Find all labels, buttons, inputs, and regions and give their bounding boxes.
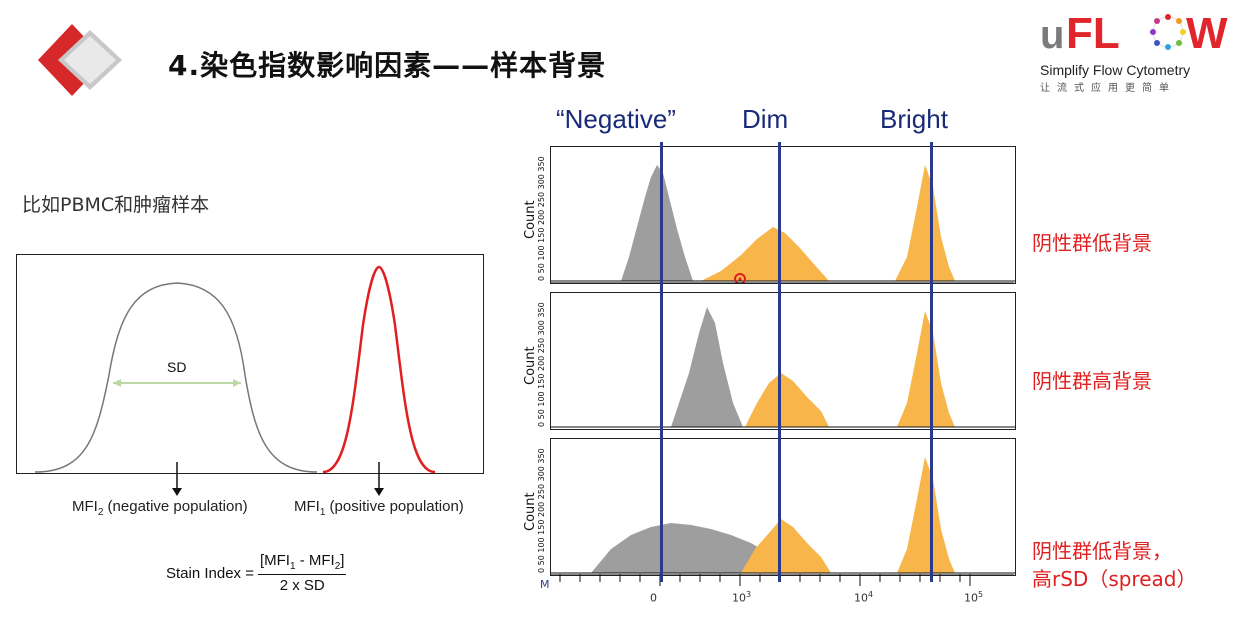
panel-2-plot — [551, 307, 1015, 428]
svg-text:FL: FL — [1066, 9, 1120, 56]
page-title: 4.染色指数影响因素——样本背景 — [168, 49, 607, 82]
col-label-dim: Dim — [742, 104, 789, 134]
uflow-wordmark-icon: u FL W — [1040, 9, 1228, 58]
dim-peak-2 — [745, 373, 829, 427]
dim-peak-1 — [701, 227, 829, 281]
row-label-3b: 高rSD（spread） — [1032, 567, 1197, 591]
m-label: M — [540, 578, 550, 591]
panel-3-plot — [551, 457, 1015, 574]
formula-denominator: 2 x SD — [279, 577, 325, 594]
y-ticks-3: 0 50 100 150 200 250 300 350 — [537, 448, 546, 573]
formula-prefix: Stain Index = — [166, 564, 254, 582]
dots-circle-icon — [1150, 14, 1186, 50]
mfi1-label: MFI1 (positive population) — [294, 498, 464, 518]
x-tick-4: 104 — [854, 590, 874, 605]
sample-subtitle: 比如PBMC和肿瘤样本 — [22, 194, 210, 216]
ref-line-dim — [778, 142, 781, 582]
svg-text:u: u — [1040, 13, 1064, 56]
gray-peak-1 — [621, 165, 693, 281]
row-label-1: 阴性群低背景 — [1032, 231, 1152, 255]
y-ticks-1: 0 50 100 150 200 250 300 350 — [537, 156, 546, 281]
positive-curve — [322, 265, 436, 474]
negative-curve — [34, 282, 318, 473]
sd-label: SD — [167, 359, 187, 375]
diamond-logo-icon — [38, 24, 122, 96]
bright-peak-3 — [897, 457, 955, 573]
dim-peak-3 — [741, 519, 831, 573]
logo-tagline-cn: 让流式应用更简单 — [1040, 83, 1176, 94]
row-label-3a: 阴性群低背景， — [1032, 539, 1172, 563]
gray-peak-3 — [591, 523, 787, 573]
brand-logo: u FL W Simplify Flow Cytometry 让流式应用更简单 — [1040, 4, 1230, 94]
bright-peak-2 — [897, 311, 955, 427]
logo-tagline: Simplify Flow Cytometry — [1040, 62, 1191, 78]
col-label-bright: Bright — [880, 104, 948, 134]
col-label-negative: “Negative” — [556, 104, 676, 134]
count-label-2: Count — [523, 346, 538, 385]
formula-fraction: [MFI1 - MFI2] 2 x SD — [257, 552, 347, 594]
svg-text:W: W — [1186, 9, 1228, 56]
x-tick-3: 103 — [732, 590, 752, 605]
mfi2-label: MFI2 (negative population) — [72, 498, 248, 518]
gray-peak-2 — [671, 307, 743, 427]
ref-line-bright — [930, 142, 933, 582]
stain-index-formula: Stain Index = [MFI1 - MFI2] 2 x SD — [166, 552, 347, 594]
histogram-stack: Count 0 50 100 150 200 250 300 350 Count… — [520, 142, 1020, 612]
tick-strip-1 — [550, 282, 1014, 283]
row-label-2: 阴性群高背景 — [1032, 369, 1152, 393]
sd-diagram: SD — [16, 254, 484, 474]
formula-numerator: [MFI1 - MFI2] — [257, 552, 347, 575]
histogram-panel-3: Count 0 50 100 150 200 250 300 350 — [523, 438, 1016, 576]
count-label-3: Count — [523, 492, 538, 531]
histogram-panel-2: Count 0 50 100 150 200 250 300 350 — [523, 292, 1016, 430]
count-label-1: Count — [523, 200, 538, 239]
x-tick-5: 105 — [964, 590, 984, 605]
bright-peak-1 — [895, 165, 955, 281]
histogram-panel-1: Count 0 50 100 150 200 250 300 350 — [523, 146, 1016, 285]
panel-1-plot — [551, 165, 1015, 285]
sd-curves — [34, 265, 436, 474]
x-tick-0: 0 — [650, 591, 657, 605]
mfi1-arrow-icon — [374, 462, 384, 496]
x-axis-ticks — [550, 574, 1014, 586]
ref-line-negative — [660, 142, 663, 582]
mfi2-arrow-icon — [172, 462, 182, 496]
y-ticks-2: 0 50 100 150 200 250 300 350 — [537, 302, 546, 427]
